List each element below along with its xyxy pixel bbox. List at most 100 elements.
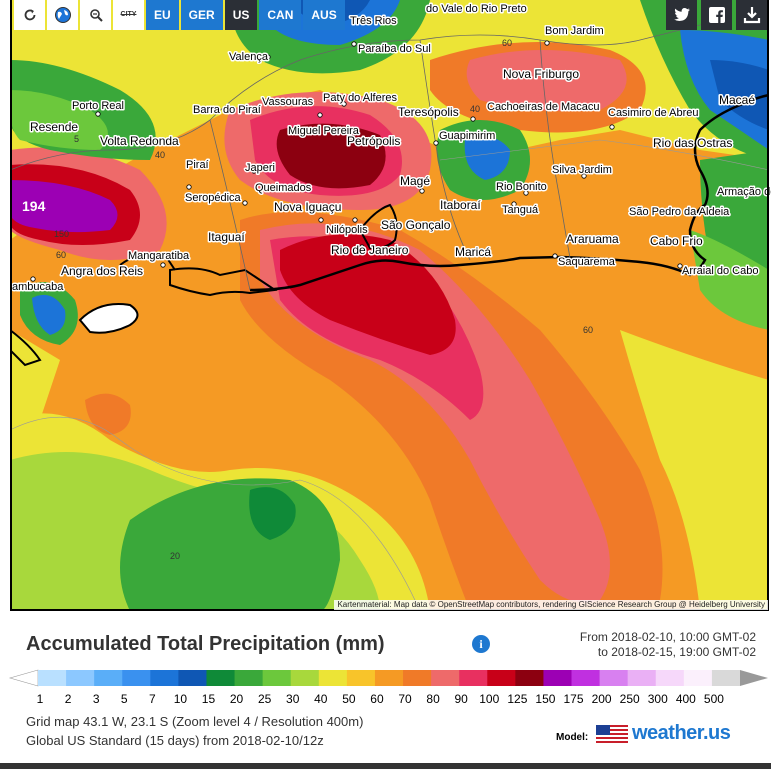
scale-tick-label: 40 [314, 692, 328, 706]
scale-arrow-high [740, 670, 768, 686]
scale-swatch [94, 670, 123, 686]
svg-text:Vassouras: Vassouras [262, 96, 314, 108]
svg-text:Saquarema: Saquarema [558, 256, 616, 268]
share-bar [666, 0, 767, 30]
svg-text:Guapimirim: Guapimirim [439, 130, 495, 142]
svg-text:Queimados: Queimados [255, 182, 312, 194]
region-button-eu[interactable]: EU [146, 0, 179, 30]
svg-text:Mangaratiba: Mangaratiba [128, 250, 190, 262]
scale-tick-label: 400 [675, 692, 696, 706]
scale-swatch [655, 670, 685, 686]
svg-text:Valença: Valença [229, 51, 269, 63]
scale-tick-label: 500 [703, 692, 724, 706]
svg-text:Araruama: Araruama [566, 232, 619, 246]
scale-swatch [346, 670, 376, 686]
contour-label: 60 [583, 325, 593, 335]
scale-tick-label: 1 [36, 692, 44, 706]
svg-text:Armação dos Búzios: Armação dos Búzios [717, 186, 771, 198]
svg-text:Maricá: Maricá [455, 245, 491, 259]
svg-text:ambucaba: ambucaba [12, 281, 64, 293]
city-toggle-button[interactable]: CITY [113, 0, 144, 30]
scale-swatch [571, 670, 601, 686]
city-toggle-label: CITY [120, 11, 137, 18]
scale-tick-label: 2 [64, 692, 72, 706]
svg-text:Petrópolis: Petrópolis [347, 134, 400, 148]
svg-text:Rio Bonito: Rio Bonito [496, 181, 547, 193]
svg-text:Itaguaí: Itaguaí [208, 230, 245, 244]
svg-text:Volta Redonda: Volta Redonda [100, 134, 179, 148]
scale-tick-label: 100 [479, 692, 500, 706]
svg-text:Nova Iguaçu: Nova Iguaçu [274, 200, 341, 214]
region-label: GER [188, 8, 215, 22]
svg-text:Casimiro de Abreu: Casimiro de Abreu [608, 107, 699, 119]
color-scale-labels: 1 2 3 5 7 10 15 20 25 30 40 50 60 70 80 90 100 125 150 175 2… [8, 692, 768, 706]
region-button-can[interactable]: CAN [259, 0, 302, 30]
region-button-aus[interactable]: AUS [303, 0, 345, 30]
info-icon[interactable]: i [472, 635, 490, 653]
twitter-button[interactable] [666, 0, 697, 30]
color-scale-bar [8, 669, 768, 687]
scale-swatch [459, 670, 488, 686]
scale-tick-label: 70 [398, 692, 412, 706]
svg-text:Paty do Alferes: Paty do Alferes [323, 92, 397, 104]
refresh-icon [24, 9, 35, 21]
scale-swatch [262, 670, 292, 686]
svg-text:Cachoeiras de Macacu: Cachoeiras de Macacu [487, 101, 600, 113]
contour-label: 40 [155, 150, 165, 160]
us-flag-icon [596, 724, 628, 743]
svg-text:ambucaba: ambucaba [12, 281, 64, 293]
region-button-us[interactable]: US [224, 0, 258, 30]
svg-text:Magé: Magé [400, 174, 430, 188]
precipitation-map[interactable]: 194 60 40 40 5 150 60 60 20 [0, 0, 771, 612]
scale-swatch [683, 670, 713, 686]
svg-text:Itaboraí: Itaboraí [440, 198, 481, 212]
scale-tick-label: 50 [342, 692, 356, 706]
svg-text:do Vale do Rio Preto: do Vale do Rio Preto [426, 3, 527, 15]
scale-tick-label: 25 [257, 692, 272, 706]
facebook-button[interactable] [701, 0, 732, 30]
zoom-button[interactable] [80, 0, 111, 30]
refresh-button[interactable] [14, 0, 45, 30]
scale-swatch [290, 670, 320, 686]
svg-text:Resende: Resende [30, 120, 78, 134]
legend-title: Accumulated Total Precipitation (mm) [26, 633, 385, 655]
region-button-ger[interactable]: GER [180, 0, 223, 30]
weather-us-logo[interactable]: weather.us [596, 722, 731, 745]
period-from: From 2018-02-10, 10:00 GMT-02 [579, 630, 756, 644]
svg-text:Três Rios: Três Rios [350, 15, 397, 27]
scale-tick-label: 200 [591, 692, 612, 706]
city-label: Armação dos BúziosArmação dos Búzios [716, 185, 771, 200]
scale-swatch [627, 670, 657, 686]
svg-text:Angra dos Reis: Angra dos Reis [61, 264, 143, 278]
svg-text:Arraial do Cabo: Arraial do Cabo [682, 265, 758, 277]
svg-text:Casimiro de Abreu: Casimiro de Abreu [608, 107, 699, 119]
bottom-strip [0, 763, 771, 769]
scale-swatch [66, 670, 95, 686]
svg-text:Maricá: Maricá [455, 245, 491, 259]
scale-tick-label: 300 [647, 692, 668, 706]
download-button[interactable] [736, 0, 767, 30]
logo-text: weather.us [632, 722, 731, 744]
svg-text:Itaguaí: Itaguaí [208, 230, 245, 244]
globe-button[interactable] [47, 0, 78, 30]
